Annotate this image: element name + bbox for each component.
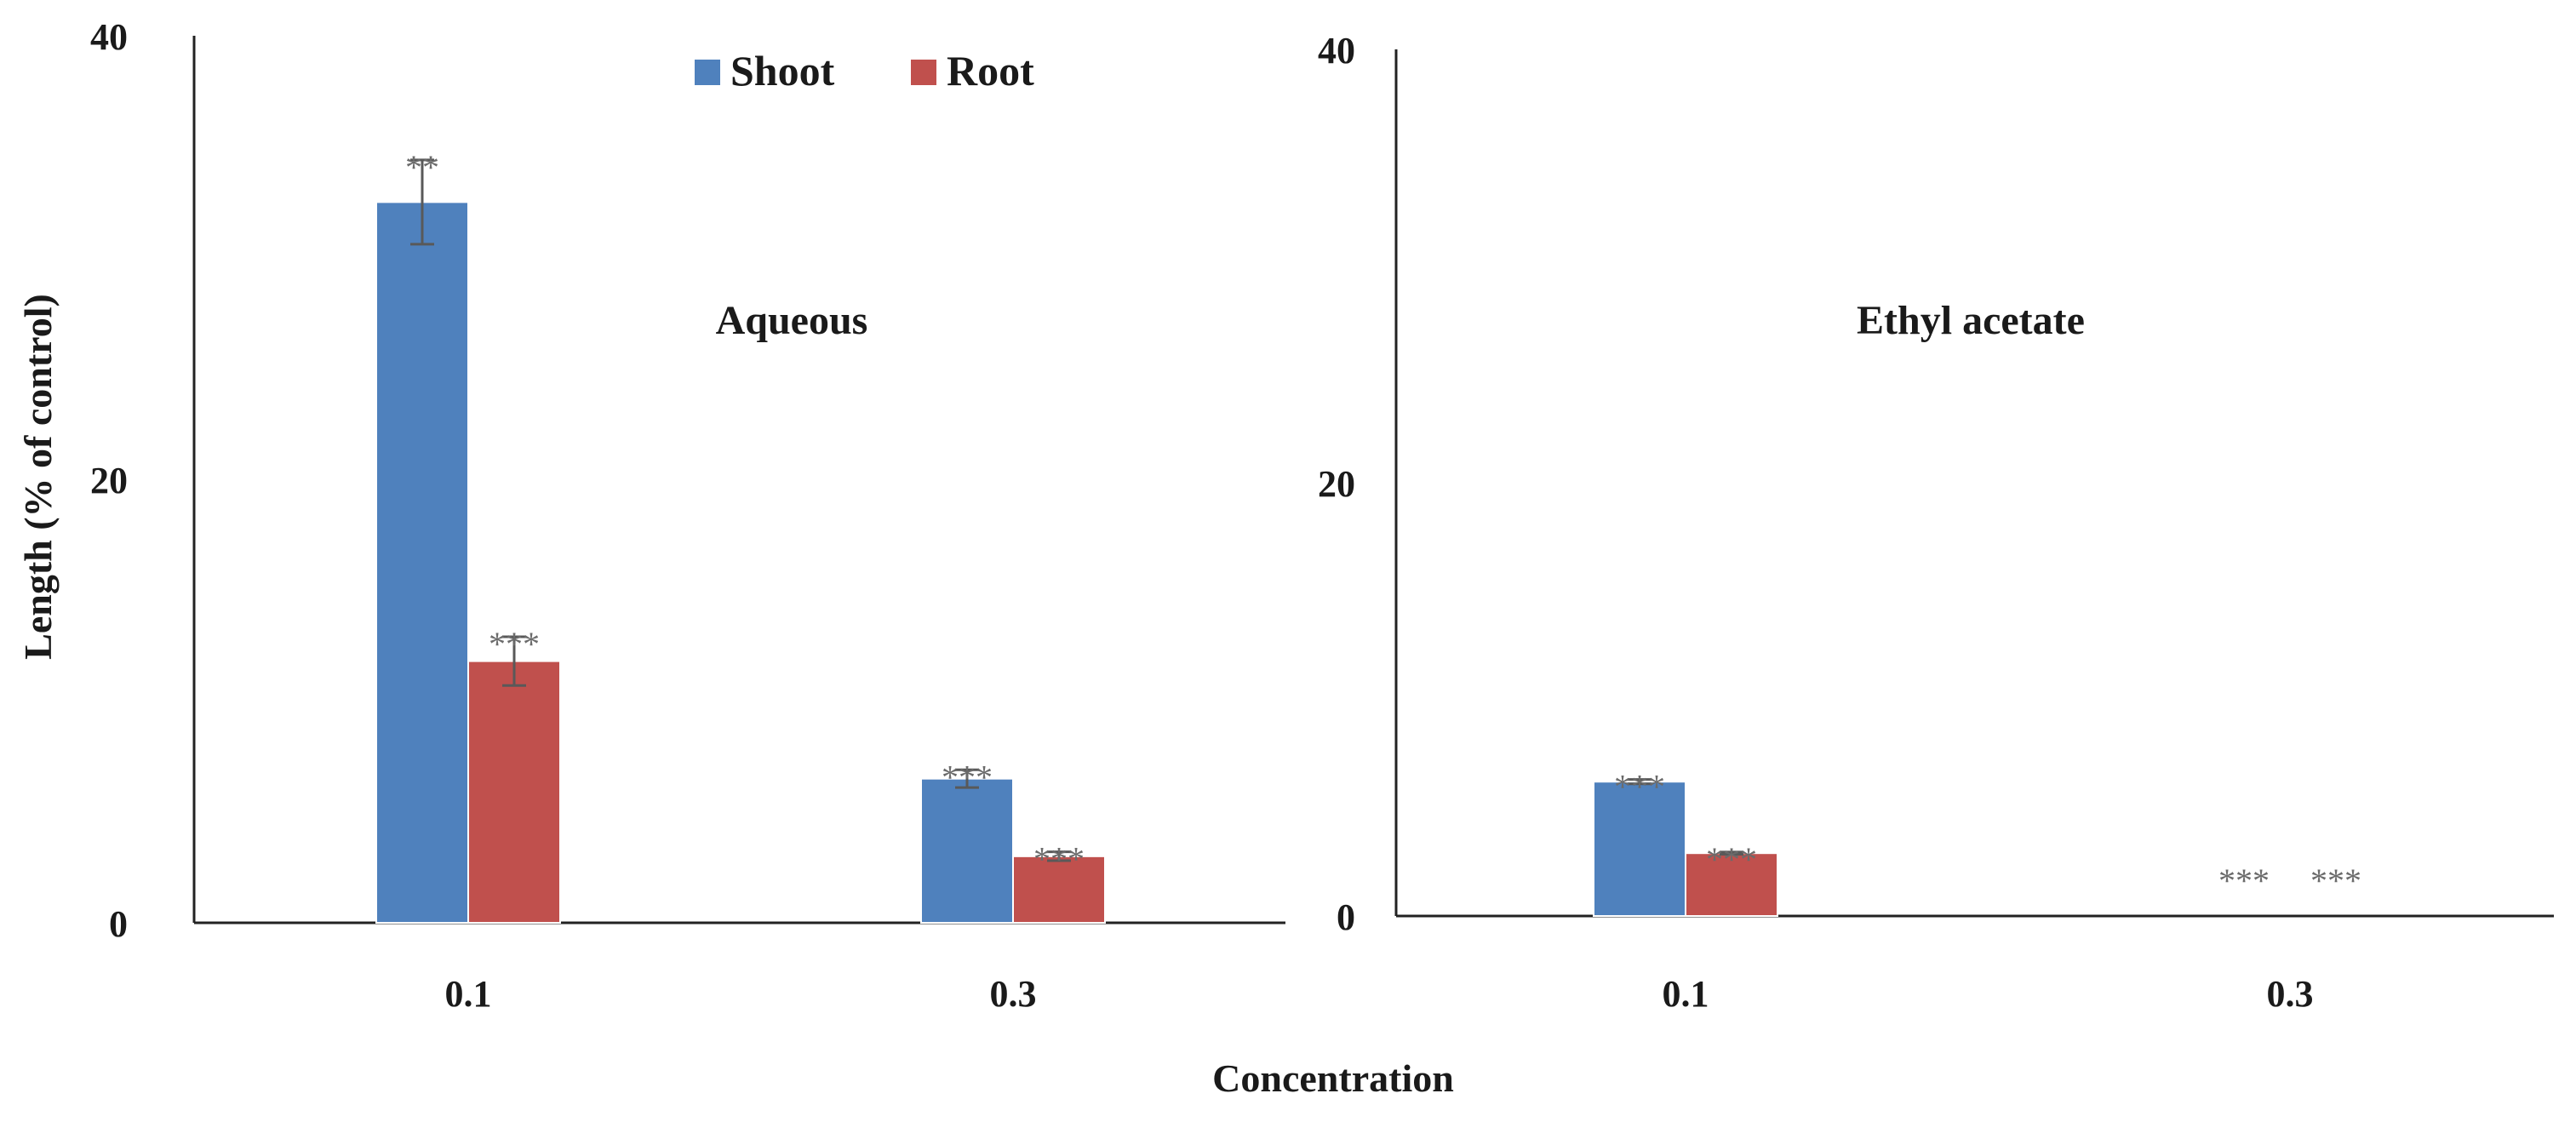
y-tick-label: 0: [109, 903, 128, 945]
panel-ethyl-acetate: 0 20 40 Ethyl acetate 0.1 0.3 *** *** *** ***: [1318, 30, 2554, 1015]
x-tick-label: 0.3: [2267, 973, 2314, 1015]
significance-label: ***: [942, 758, 993, 796]
y-tick-label: 0: [1337, 896, 1355, 938]
y-tick-label: 40: [1318, 30, 1355, 72]
significance-label: ***: [1033, 840, 1085, 879]
error-bar: [1047, 850, 1071, 862]
error-bar: [502, 635, 526, 687]
significance-label: **: [405, 148, 439, 186]
x-tick-label: 0.1: [445, 973, 492, 1015]
significance-label: ***: [1706, 840, 1757, 879]
significance-label: ***: [489, 625, 540, 663]
y-tick-label: 40: [90, 16, 128, 58]
significance-label: ***: [2310, 862, 2361, 900]
legend: Shoot Root: [695, 47, 1034, 94]
y-tick-label: 20: [1318, 463, 1355, 505]
legend-item-root: Root: [911, 47, 1034, 94]
bar-shoot-0.3: [920, 777, 1014, 924]
error-bar: [410, 158, 434, 246]
error-bar: [955, 768, 979, 789]
bar-root-0.1: [467, 660, 561, 924]
legend-swatch: [695, 60, 720, 85]
panel-title: Ethyl acetate: [1857, 298, 2085, 343]
error-bar: [1720, 850, 1743, 856]
x-tick-label: 0.3: [990, 973, 1037, 1015]
bar-shoot-0.1: [1593, 781, 1686, 918]
legend-label: Shoot: [730, 47, 835, 94]
bar-shoot-0.1: [375, 201, 469, 924]
y-tick-label: 20: [90, 460, 128, 501]
significance-label: ***: [1614, 768, 1665, 806]
significance-label: ***: [2218, 862, 2270, 900]
legend-item-shoot: Shoot: [695, 47, 835, 94]
x-axis-label: Concentration: [1212, 1056, 1454, 1100]
legend-label: Root: [947, 47, 1034, 94]
y-axis-label: Length (% of control): [16, 294, 60, 660]
bar-root-0.3: [1012, 855, 1106, 924]
legend-swatch: [911, 60, 936, 85]
bar-root-0.1: [1685, 852, 1778, 918]
panel-title: Aqueous: [716, 298, 868, 343]
error-bar: [1628, 778, 1652, 786]
x-tick-label: 0.1: [1663, 973, 1709, 1015]
